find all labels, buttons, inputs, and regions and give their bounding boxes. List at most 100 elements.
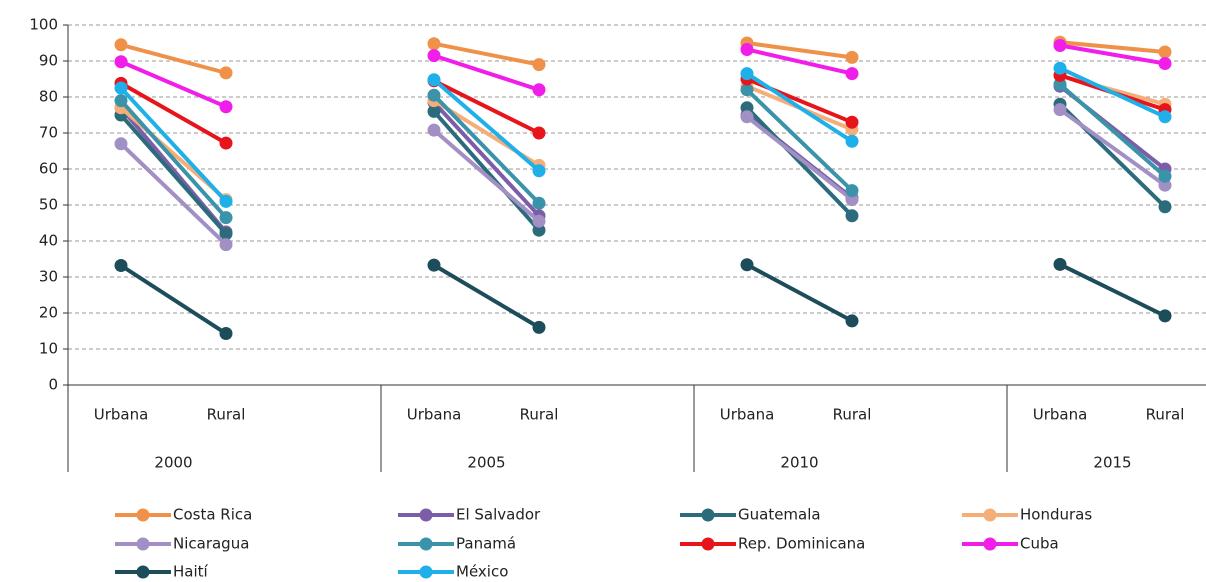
y-tick-label: 70	[39, 124, 58, 142]
point	[532, 126, 546, 140]
legend-label: Panamá	[456, 535, 516, 553]
point	[219, 100, 233, 114]
line-segment	[120, 42, 227, 75]
point	[114, 94, 128, 108]
point	[1158, 309, 1172, 323]
legend-label: México	[456, 563, 508, 581]
point	[740, 83, 754, 97]
point	[532, 83, 546, 97]
point	[740, 258, 754, 272]
legend-marker	[136, 537, 150, 551]
point	[427, 88, 441, 102]
point	[740, 110, 754, 124]
point	[427, 258, 441, 272]
legend-label: Cuba	[1020, 535, 1059, 553]
line-segment	[432, 101, 541, 218]
y-tick-label: 80	[39, 88, 58, 106]
group-label: 2000	[154, 454, 192, 472]
line-segment	[432, 128, 541, 223]
legend-marker	[701, 537, 715, 551]
legend-marker	[419, 537, 433, 551]
line-segment	[745, 115, 854, 202]
line-segment	[746, 41, 853, 60]
x-tick-label: Urbana	[720, 406, 775, 424]
point	[1053, 103, 1067, 117]
line-segment	[432, 110, 541, 232]
point	[114, 38, 128, 52]
line-segment	[433, 53, 540, 92]
line-segment	[433, 41, 540, 67]
line-segment	[745, 106, 854, 218]
legend-marker	[983, 508, 997, 522]
y-tick-label: 10	[39, 340, 58, 358]
line-segment	[1058, 107, 1167, 187]
point	[219, 194, 233, 208]
legend-label: Nicaragua	[173, 535, 249, 553]
point	[219, 211, 233, 225]
point	[1158, 57, 1172, 71]
y-tick-label: 40	[39, 232, 58, 250]
x-tick-label: Rural	[833, 406, 872, 424]
legend-marker	[136, 565, 150, 579]
legend-label: Costa Rica	[173, 506, 252, 524]
legend-label: Guatemala	[738, 506, 821, 524]
line-segment	[1058, 82, 1167, 178]
line-segment	[432, 93, 541, 205]
x-tick-label: Urbana	[407, 406, 462, 424]
point	[219, 136, 233, 150]
legend-label: Rep. Dominicana	[738, 535, 865, 553]
point	[219, 227, 233, 241]
point	[1053, 77, 1067, 91]
x-tick-label: Rural	[207, 406, 246, 424]
y-tick-label: 60	[39, 160, 58, 178]
x-tick-label: Rural	[1146, 406, 1185, 424]
point	[1158, 200, 1172, 214]
y-tick-label: 100	[29, 16, 58, 34]
y-tick-label: 50	[39, 196, 58, 214]
point	[219, 66, 233, 80]
legend-marker	[419, 565, 433, 579]
line-segment	[432, 78, 541, 173]
point	[114, 81, 128, 95]
point	[532, 196, 546, 210]
point	[1158, 45, 1172, 59]
legend-label: El Salvador	[456, 506, 541, 524]
line-segment	[1059, 40, 1166, 54]
y-tick-label: 0	[48, 376, 58, 394]
point	[845, 115, 859, 129]
legend-marker	[419, 508, 433, 522]
line-segment	[119, 263, 228, 336]
group-label: 2005	[467, 454, 505, 472]
legend-marker	[136, 508, 150, 522]
point	[532, 320, 546, 334]
x-tick-label: Urbana	[1033, 406, 1088, 424]
point	[427, 104, 441, 118]
legend-label: Haití	[173, 563, 209, 581]
line-segment	[1059, 262, 1166, 318]
point	[1158, 178, 1172, 192]
point	[1053, 61, 1067, 75]
point	[427, 49, 441, 63]
x-tick-label: Rural	[520, 406, 559, 424]
point	[1158, 169, 1172, 183]
point	[427, 37, 441, 51]
point	[845, 134, 859, 148]
line-segment	[119, 99, 228, 219]
line-segment	[119, 86, 228, 203]
point	[114, 258, 128, 272]
point	[845, 67, 859, 81]
point	[740, 67, 754, 81]
point	[845, 50, 859, 64]
point	[845, 184, 859, 198]
x-tick-label: Urbana	[94, 406, 149, 424]
legend-label: Honduras	[1020, 506, 1092, 524]
group-label: 2010	[780, 454, 818, 472]
y-tick-label: 20	[39, 304, 58, 322]
line-segment	[119, 142, 228, 247]
line-segment	[746, 47, 853, 76]
point	[114, 55, 128, 69]
group-label: 2015	[1093, 454, 1131, 472]
y-tick-label: 90	[39, 52, 58, 70]
point	[740, 101, 754, 115]
